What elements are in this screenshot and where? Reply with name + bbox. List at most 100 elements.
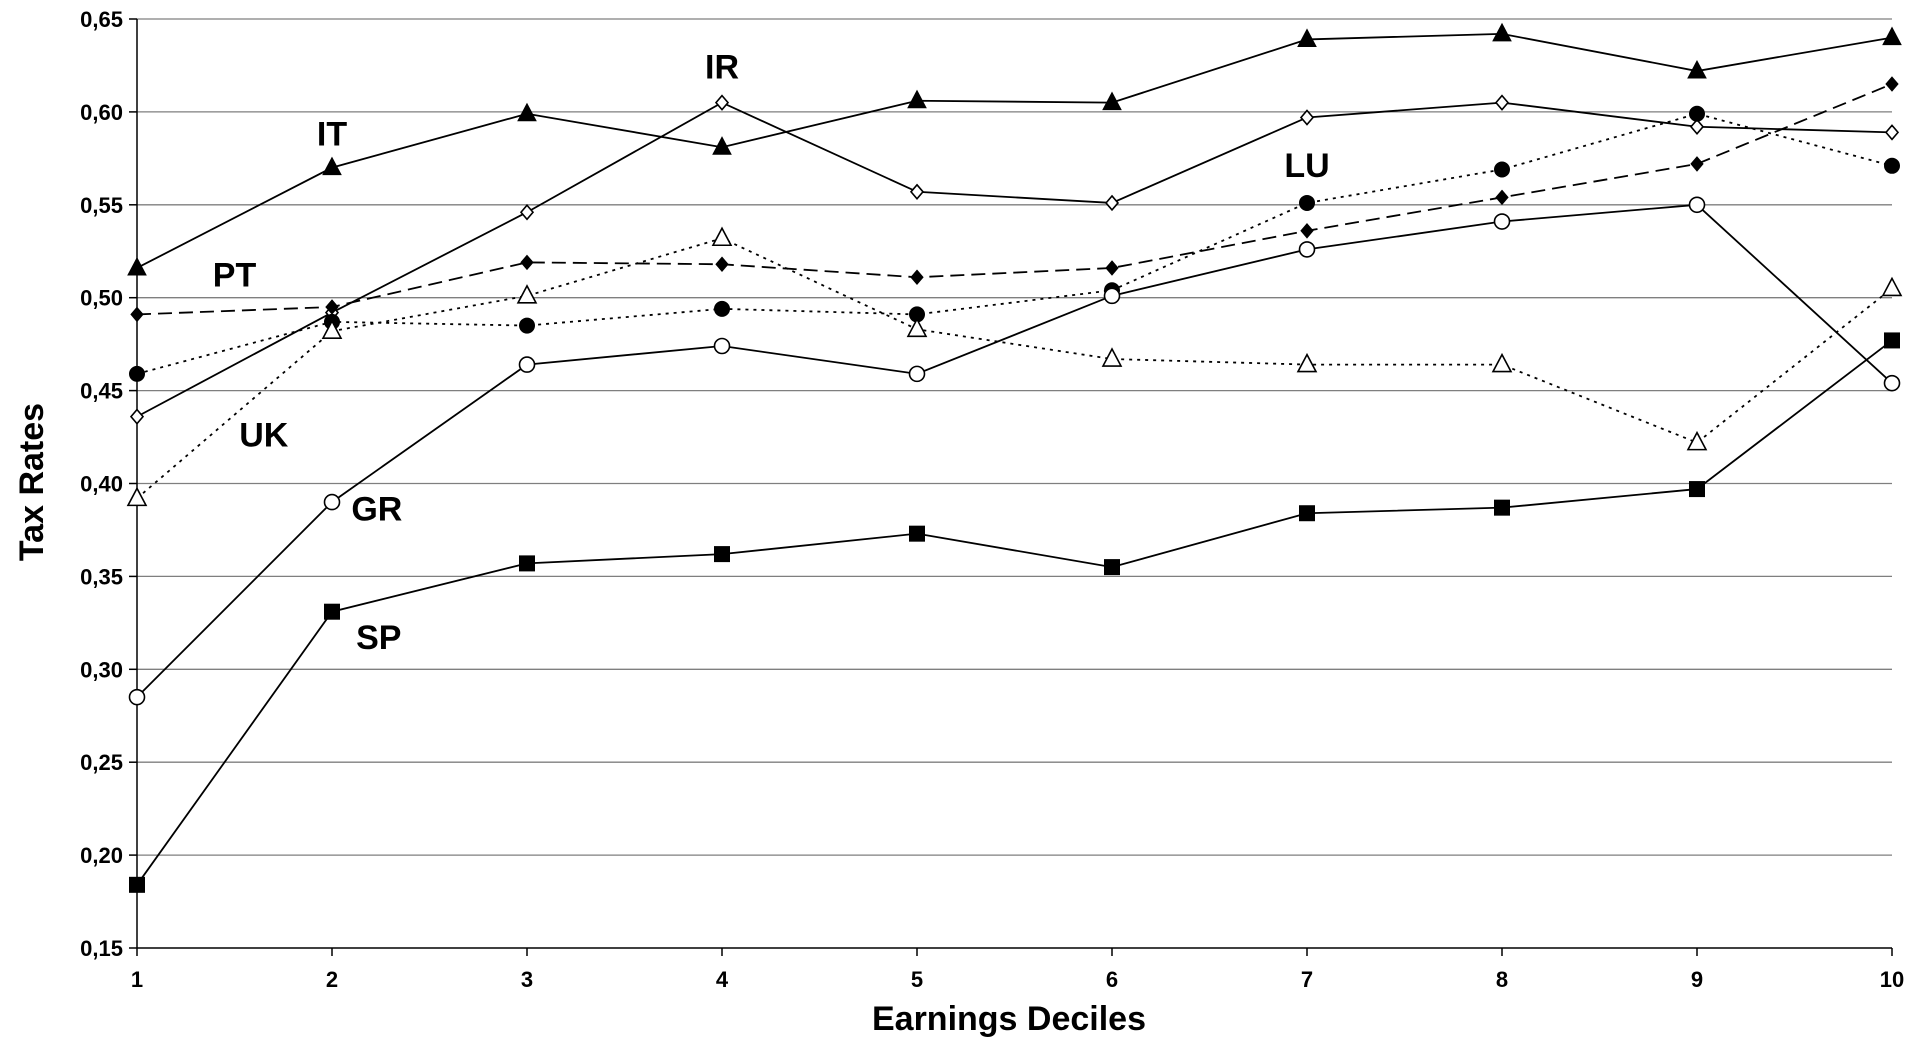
data-point-lu	[1494, 161, 1510, 178]
data-point-it	[322, 156, 342, 176]
data-point-uk	[1686, 430, 1708, 451]
data-point-ir	[1494, 94, 1510, 111]
data-point-pt	[715, 256, 729, 273]
data-point-pt	[1105, 260, 1119, 276]
series-label-ir: IR	[705, 48, 739, 86]
series-sp	[129, 332, 1900, 893]
series-label-sp: SP	[356, 619, 401, 657]
y-tick-label: 0,25	[80, 750, 123, 775]
data-point-gr	[1493, 213, 1511, 230]
x-tick-label: 9	[1691, 967, 1703, 992]
y-tick-label: 0,55	[80, 193, 123, 218]
data-point-gr	[518, 356, 536, 373]
data-point-gr	[1688, 196, 1706, 214]
x-axis-title: Earnings Deciles	[872, 1000, 1146, 1038]
series-label-uk: UK	[239, 416, 289, 454]
series-pt	[130, 76, 1899, 323]
data-point-pt	[910, 269, 924, 286]
data-point-sp	[129, 876, 145, 893]
data-point-gr	[713, 337, 731, 355]
data-point-it	[1687, 59, 1707, 79]
data-point-ir	[519, 204, 535, 221]
x-tick-label: 4	[716, 967, 729, 992]
x-tick-label: 3	[521, 967, 533, 992]
y-tick-label: 0,60	[80, 100, 123, 125]
data-point-sp	[1884, 332, 1900, 349]
data-point-uk	[711, 226, 733, 247]
data-point-it	[712, 136, 732, 155]
data-point-uk	[1296, 352, 1318, 373]
data-point-pt	[1495, 189, 1509, 206]
data-point-pt	[1885, 76, 1899, 92]
y-tick-label: 0,45	[80, 379, 123, 404]
series-label-gr: GR	[351, 491, 402, 529]
data-point-ir	[1884, 124, 1900, 141]
x-tick-label: 5	[911, 967, 923, 992]
data-point-uk	[126, 486, 148, 507]
data-point-it	[1102, 91, 1122, 111]
y-axis-title: Tax Rates	[13, 403, 51, 561]
series-line-sp	[136, 339, 1893, 886]
data-point-it	[127, 256, 147, 276]
y-tick-label: 0,65	[80, 7, 123, 32]
data-point-it	[1492, 22, 1512, 42]
data-point-ir	[129, 408, 145, 425]
y-tick-label: 0,50	[80, 286, 123, 311]
data-point-it	[517, 102, 537, 122]
data-point-it	[1882, 26, 1902, 46]
series-label-pt: PT	[213, 257, 257, 295]
series-gr	[128, 196, 1901, 706]
gridlines	[137, 18, 1892, 856]
data-point-uk	[321, 319, 343, 339]
data-point-pt	[1300, 223, 1314, 239]
data-point-lu	[714, 300, 730, 317]
x-tick-label: 8	[1496, 967, 1508, 992]
data-point-gr	[1103, 287, 1121, 305]
data-point-uk	[1101, 347, 1123, 367]
y-tick-label: 0,20	[80, 843, 123, 868]
data-point-gr	[128, 688, 146, 706]
data-point-lu	[1689, 105, 1705, 122]
data-point-sp	[1689, 481, 1705, 498]
data-point-sp	[909, 525, 925, 542]
data-point-sp	[324, 603, 340, 620]
series-lu	[129, 105, 1900, 382]
data-point-lu	[129, 365, 145, 382]
data-point-gr	[1883, 374, 1901, 392]
axes: 0,15 0,20 0,25 0,30 0,35 0,40 0,45 0,50 0,55 0,60…	[80, 7, 1904, 992]
series-line-it	[136, 32, 1893, 269]
series-label-lu: LU	[1284, 147, 1329, 185]
data-point-uk	[1881, 276, 1903, 297]
data-point-pt	[1690, 156, 1704, 172]
y-tick-label: 0,40	[80, 472, 123, 497]
series-group	[126, 22, 1903, 893]
series-uk	[126, 226, 1903, 507]
data-point-it	[1297, 28, 1317, 47]
data-point-uk	[1491, 352, 1513, 373]
data-point-ir	[714, 94, 730, 111]
data-point-uk	[516, 284, 538, 304]
x-tick-label: 10	[1880, 967, 1904, 992]
series-line-gr	[136, 203, 1893, 698]
data-point-sp	[519, 555, 535, 572]
data-point-lu	[519, 317, 535, 334]
data-point-ir	[1104, 194, 1120, 212]
series-it	[127, 22, 1902, 276]
series-label-it: IT	[317, 115, 347, 153]
x-tick-label: 2	[326, 967, 338, 992]
data-point-gr	[1298, 241, 1316, 258]
series-ir	[129, 94, 1900, 425]
data-point-lu	[1299, 194, 1315, 211]
y-tick-label: 0,15	[80, 936, 123, 961]
data-point-lu	[1884, 157, 1900, 174]
data-point-it	[907, 89, 927, 109]
series-line-ir	[136, 101, 1893, 418]
x-tick-label: 1	[131, 967, 143, 992]
series-annotations: IT IR LU PT UK GR SP	[213, 48, 1330, 656]
data-point-pt	[520, 254, 534, 271]
data-point-ir	[1299, 109, 1315, 126]
x-tick-label: 7	[1301, 967, 1313, 992]
series-line-pt	[136, 83, 1893, 316]
